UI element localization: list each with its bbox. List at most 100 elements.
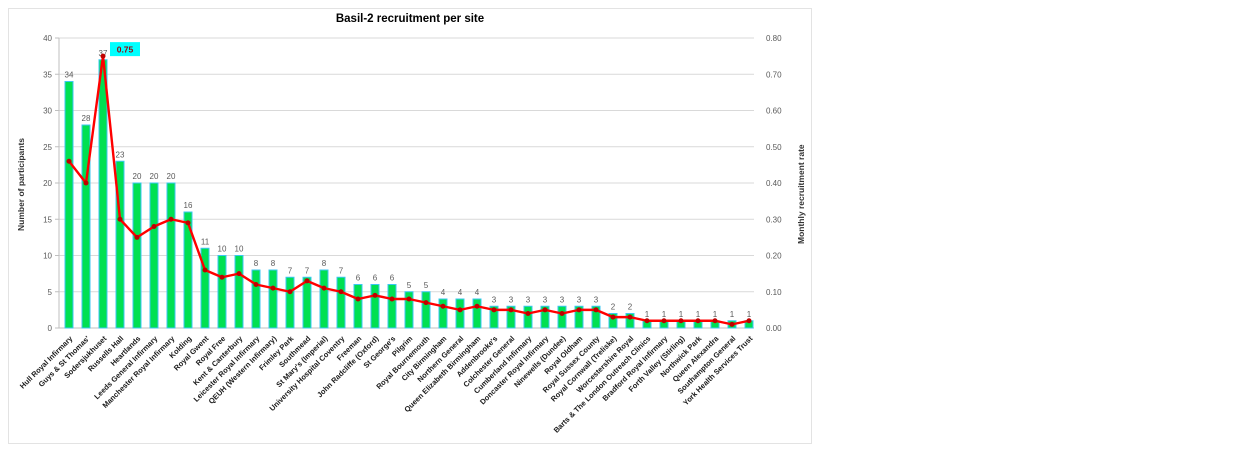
participants-bar: [64, 81, 74, 329]
rate-marker: [746, 318, 752, 324]
rate-marker: [610, 314, 616, 320]
participants-bar: [234, 255, 244, 329]
participants-bar: [183, 211, 193, 329]
participants-bar: [455, 298, 465, 329]
rate-marker: [83, 180, 89, 186]
participants-bar: [489, 305, 499, 329]
right-axis-tick: 0.80: [766, 34, 782, 43]
rate-marker: [287, 289, 293, 295]
rate-marker: [168, 216, 174, 222]
rate-marker: [644, 318, 650, 324]
rate-marker: [474, 303, 480, 309]
participants-bar: [132, 182, 142, 329]
rate-marker: [100, 53, 106, 59]
axis-tick-labels: 05101520253035400.000.100.200.300.400.50…: [43, 34, 782, 333]
participants-bar: [404, 291, 414, 329]
rate-marker: [593, 307, 599, 313]
participants-bar: [608, 313, 618, 329]
bar-value-label: 37: [99, 49, 108, 58]
bar-value-label: 3: [560, 295, 565, 304]
left-axis-tick: 10: [43, 252, 52, 261]
participants-bar: [302, 276, 312, 329]
rate-callout-box: [110, 42, 140, 57]
right-axis-tick: 0.20: [766, 252, 782, 261]
rate-marker: [321, 285, 327, 291]
bar-value-label: 3: [594, 295, 599, 304]
rate-marker: [457, 307, 463, 313]
left-axis-tick: 35: [43, 70, 52, 79]
rate-marker: [491, 307, 497, 313]
bar-value-label: 1: [747, 310, 752, 319]
participants-bar: [251, 269, 261, 329]
rate-marker: [508, 307, 514, 313]
right-axis-tick: 0.60: [766, 107, 782, 116]
rate-marker: [661, 318, 667, 324]
bar-value-label: 10: [235, 245, 244, 254]
rate-marker: [270, 285, 276, 291]
bar-value-label: 11: [201, 237, 210, 246]
bar-value-label: 7: [288, 266, 293, 275]
rate-marker: [117, 216, 123, 222]
chart-title: Basil-2 recruitment per site: [335, 13, 485, 25]
right-axis-tick: 0.30: [766, 215, 782, 224]
right-axis-tick: 0.70: [766, 70, 782, 79]
rate-marker: [729, 321, 735, 327]
right-axis-tick: 0.50: [766, 143, 782, 152]
rate-marker: [542, 307, 548, 313]
bar-value-label: 20: [150, 172, 159, 181]
rate-marker: [423, 300, 429, 306]
rate-marker: [559, 311, 565, 316]
participants-bar: [506, 305, 516, 329]
participants-bar: [285, 276, 295, 329]
bar-value-label: 1: [696, 310, 701, 319]
participants-bar: [574, 305, 584, 329]
bar-value-label: 16: [184, 201, 193, 210]
rate-marker: [338, 289, 344, 295]
participants-bar: [217, 255, 227, 329]
participants-bar: [81, 124, 91, 329]
rate-marker: [440, 303, 446, 309]
rate-marker: [253, 282, 259, 287]
bar-value-label: 20: [167, 172, 176, 181]
participants-bar: [387, 284, 397, 329]
participants-bar: [200, 247, 210, 329]
bar-value-label: 3: [492, 295, 497, 304]
bar-value-label: 1: [662, 310, 667, 319]
participants-bar: [319, 269, 329, 329]
recruitment-rate-line: [66, 53, 752, 327]
left-axis-tick: 40: [43, 34, 52, 43]
left-axis-tick: 15: [43, 215, 52, 224]
bar-value-label: 1: [679, 310, 684, 319]
bar-value-label: 2: [611, 303, 616, 312]
bar-value-label: 7: [339, 266, 344, 275]
rate-callout-value: 0.75: [117, 45, 134, 55]
left-axis-tick: 30: [43, 107, 52, 116]
bar-value-label: 3: [543, 295, 548, 304]
rate-marker: [372, 292, 378, 298]
bar-value-label: 10: [218, 245, 227, 254]
right-axis-tick: 0.00: [766, 324, 782, 333]
participants-bar: [370, 284, 380, 329]
participants-bar: [625, 313, 635, 329]
participants-bar: [438, 298, 448, 329]
left-axis-tick: 0: [48, 324, 53, 333]
rate-marker: [525, 311, 531, 316]
participants-bar: [98, 59, 108, 329]
bar-value-label: 1: [730, 310, 735, 319]
rate-marker: [678, 318, 684, 324]
participants-bar: [540, 305, 550, 329]
right-axis-tick: 0.40: [766, 179, 782, 188]
rate-marker: [134, 234, 140, 240]
bar-value-label: 8: [271, 259, 276, 268]
bar-value-label: 4: [458, 288, 463, 297]
bar-value-label: 1: [645, 310, 650, 319]
bar-value-label: 8: [322, 259, 327, 268]
participants-bar: [591, 305, 601, 329]
bar-value-label: 8: [254, 259, 259, 268]
rate-marker: [219, 274, 225, 280]
participants-bar: [166, 182, 176, 329]
participants-bar: [115, 160, 125, 329]
rate-marker: [627, 314, 633, 320]
